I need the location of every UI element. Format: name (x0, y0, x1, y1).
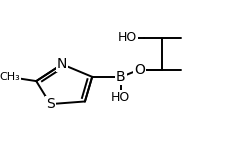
Text: S: S (46, 97, 55, 111)
Text: O: O (134, 63, 145, 77)
Text: HO: HO (111, 91, 130, 104)
Text: CH₃: CH₃ (0, 72, 20, 82)
Text: B: B (116, 70, 126, 84)
Text: HO: HO (118, 32, 137, 44)
Text: N: N (57, 57, 67, 71)
